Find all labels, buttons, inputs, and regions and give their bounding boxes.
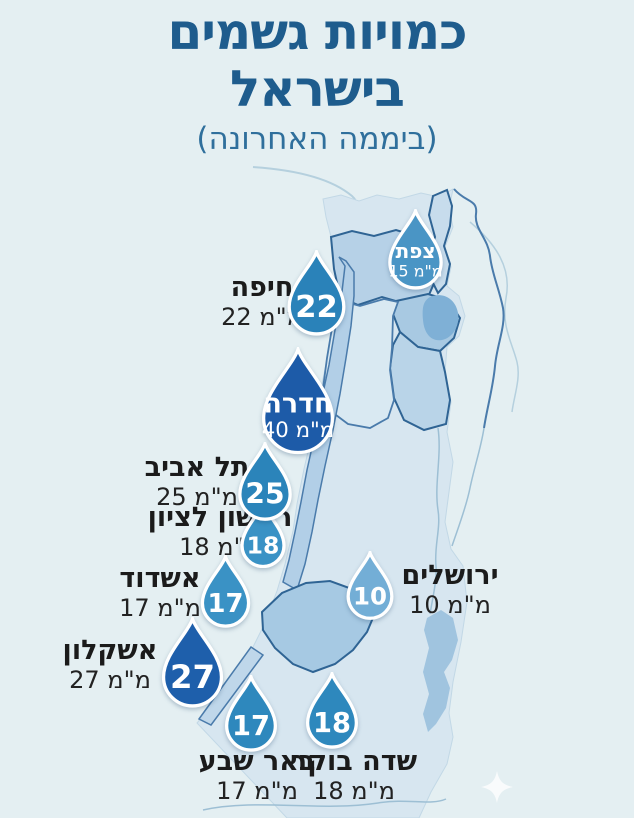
droplet-city-name: חדרה <box>263 388 332 419</box>
city-name: אשדוד <box>119 563 201 594</box>
droplet-value: 22 <box>295 290 338 325</box>
droplet-shape <box>238 442 292 521</box>
droplet-shape <box>240 502 286 568</box>
rain-droplet-jerusalem: 10 <box>346 551 394 620</box>
city-name: ירושלים <box>401 560 499 591</box>
droplet-shape <box>261 347 335 455</box>
city-name: אשקלון <box>62 635 158 666</box>
dead-sea <box>423 610 458 732</box>
droplet-shape <box>200 555 250 628</box>
city-name: שדה בוקר <box>290 746 418 777</box>
city-label-telaviv: תל אביב 25 מ"מ <box>77 452 317 511</box>
rain-droplet-telaviv: 25 <box>238 442 292 521</box>
city-name: תל אביב <box>144 452 250 483</box>
city-amount: 17 מ"מ <box>216 777 298 805</box>
jordan-river-line <box>429 427 440 615</box>
droplet-shape <box>287 250 345 336</box>
eastern-border-line-faint <box>451 427 485 547</box>
droplet-value: 18 <box>247 532 280 560</box>
droplet-shape <box>387 209 443 290</box>
droplet-amount: 15 מ"מ <box>388 261 442 280</box>
rain-droplet-ashdod: 17 <box>200 555 250 628</box>
city-label-ashdod: אשדוד 17 מ"מ <box>40 563 280 622</box>
city-label-beersheva: באר שבע 17 מ"מ <box>137 746 377 805</box>
negev-border-line <box>202 798 447 811</box>
droplet-amount: 40 מ"מ <box>262 418 335 443</box>
city-label-ashkelon: אשקלון 27 מ"מ <box>0 635 230 694</box>
droplet-shape <box>305 672 359 749</box>
sparkle-icon <box>481 771 513 803</box>
city-amount: 10 מ"מ <box>409 591 491 619</box>
city-label-sdeboker: שדה בוקר 18 מ"מ <box>234 746 474 805</box>
page-title-line2: בישראל <box>230 60 405 118</box>
title-block: כמויות גשמים בישראל (ביממה האחרונה) <box>0 4 634 158</box>
droplet-shape <box>161 617 223 708</box>
city-amount: 27 מ"מ <box>69 666 151 694</box>
rain-droplet-sdeboker: 18 <box>305 672 359 749</box>
rain-droplet-haifa: 22 <box>287 250 345 336</box>
droplet-shape <box>346 551 394 620</box>
northeast-border-line <box>453 188 505 429</box>
droplet-city-name: צפת <box>395 239 435 263</box>
rain-droplet-ashkelon: 27 <box>161 617 223 708</box>
droplet-value: 18 <box>313 708 351 739</box>
city-label-haifa: חיפה 22 מ"מ <box>142 272 382 331</box>
city-name: באר שבע <box>198 746 316 777</box>
droplet-value: 27 <box>169 658 214 696</box>
page-title-line1: כמויות גשמים <box>167 3 467 61</box>
lake-kinneret <box>422 295 459 341</box>
rain-droplet-beersheva: 17 <box>224 675 278 752</box>
droplet-value: 10 <box>353 582 387 611</box>
region-gaza <box>197 645 265 726</box>
droplet-value: 17 <box>207 589 243 619</box>
region-jerusalem <box>260 579 377 674</box>
city-amount: 18 מ"מ <box>313 777 395 805</box>
city-label-jerusalem: ירושלים 10 מ"מ <box>330 560 570 619</box>
droplet-value: 17 <box>232 711 270 742</box>
rain-droplet-rishon: 18 <box>240 502 286 568</box>
droplet-value: 25 <box>245 478 284 511</box>
city-amount: 25 מ"מ <box>156 483 238 511</box>
northeast-border-line-faint <box>469 221 519 413</box>
droplet-shape <box>224 675 278 752</box>
city-name: חיפה <box>230 272 294 303</box>
city-amount: 17 מ"מ <box>119 594 201 622</box>
page-subtitle: (ביממה האחרונה) <box>196 121 438 157</box>
